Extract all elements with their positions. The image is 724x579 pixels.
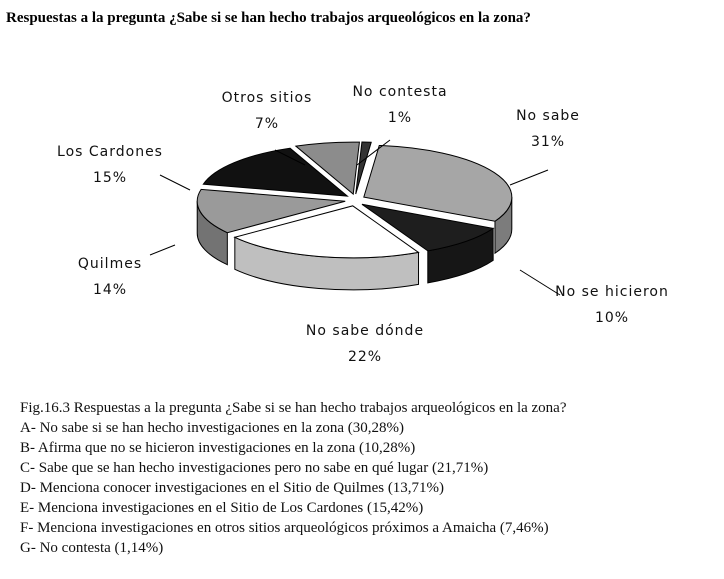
slice [233, 205, 420, 259]
slice-value-label: 22% [348, 349, 382, 365]
slice-depth-shade [234, 237, 419, 290]
leader-line [159, 174, 191, 191]
slice-label: No contesta [352, 84, 447, 100]
slice [363, 144, 513, 222]
slice [361, 203, 495, 252]
slice-value-label: 15% [93, 170, 127, 186]
slice-depth-shade [494, 197, 512, 254]
caption-line: F- Menciona investigaciones en otros sit… [20, 520, 549, 536]
slice-value-label: 14% [93, 282, 127, 298]
leader-line [356, 139, 391, 166]
slice-label: Quilmes [78, 256, 142, 272]
leader-line [274, 149, 306, 166]
caption-line: B- Afirma que no se hicieron investigaci… [20, 440, 415, 456]
slice-label: Los Cardones [57, 144, 163, 160]
slice-label: No se hicieron [555, 284, 669, 300]
caption-line: A- No sabe si se han hecho investigacion… [20, 420, 404, 436]
leader-line [519, 269, 561, 296]
slice [355, 141, 372, 195]
leader-line [149, 244, 176, 256]
caption-line: G- No contesta (1,14%) [20, 540, 163, 556]
slice-value-label: 7% [255, 116, 279, 132]
slice-depth-shade [427, 228, 494, 283]
slice [294, 141, 360, 196]
slice-value-label: 10% [595, 310, 629, 326]
caption-line: E- Menciona investigaciones en el Sitio … [20, 500, 423, 516]
caption-line: C- Sabe que se han hecho investigaciones… [20, 460, 488, 476]
slice [202, 147, 349, 197]
leader-line [509, 169, 549, 186]
chart-title: Respuestas a la pregunta ¿Sabe si se han… [6, 10, 531, 26]
slice-value-label: 31% [531, 134, 565, 150]
slice [196, 188, 346, 234]
slice-label: Otros sitios [222, 90, 313, 106]
caption-line: Fig.16.3 Respuestas a la pregunta ¿Sabe … [20, 400, 567, 416]
slice-label: No sabe [516, 108, 580, 124]
slice-label: No sabe dónde [306, 323, 424, 339]
slice-depth-shade [197, 201, 228, 265]
caption-line: D- Menciona conocer investigaciones en e… [20, 480, 444, 496]
slice-value-label: 1% [388, 110, 412, 126]
